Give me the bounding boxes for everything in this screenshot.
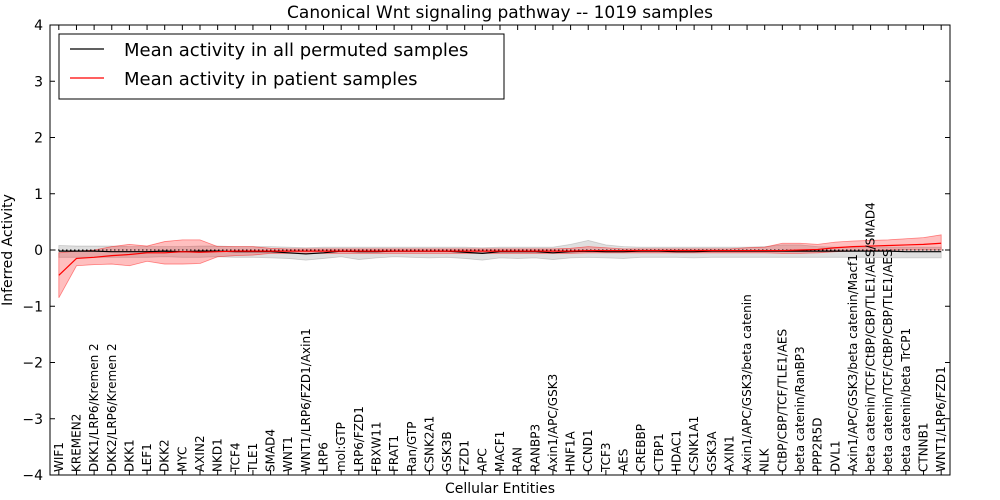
x-category-label: CTNNB1 xyxy=(917,422,931,472)
legend-box xyxy=(58,33,505,100)
y-tick-label: 1 xyxy=(34,187,43,203)
x-category-label: FBXW11 xyxy=(369,422,383,473)
series-lines xyxy=(58,242,942,276)
y-tick-label: 4 xyxy=(34,18,43,34)
x-category-label: AES xyxy=(617,449,631,472)
y-tick-label: −3 xyxy=(22,412,43,428)
x-category-label: SMAD4 xyxy=(264,429,278,472)
x-category-label: AXIN1 xyxy=(722,435,736,472)
y-tick-label: 0 xyxy=(34,243,43,259)
x-category-label: DVL1 xyxy=(828,440,842,472)
y-tick-label: −2 xyxy=(22,356,43,372)
series-line-patient xyxy=(58,242,942,276)
x-category-label: WIF1 xyxy=(52,442,66,472)
x-category-label: Axin1/APC/GSK3/beta catenin/Macf1 xyxy=(846,254,860,472)
x-category-label: DKK2 xyxy=(158,439,172,472)
x-category-label: HDAC1 xyxy=(669,430,683,472)
x-category-label: beta catenin/RanBP3 xyxy=(793,346,807,472)
band-permuted xyxy=(58,240,942,261)
x-category-label: KREMEN2 xyxy=(69,414,83,472)
x-category-label: HNF1A xyxy=(564,430,578,472)
y-axis: −4 −3 −2 −1 0 1 2 3 4 xyxy=(22,18,950,484)
x-category-label: LRP6/FZD1 xyxy=(352,406,366,472)
x-category-label: WNT1 xyxy=(281,436,295,472)
x-category-label: beta catenin/beta TrCP1 xyxy=(899,328,913,472)
band-patient xyxy=(58,234,942,299)
x-category-label: DKK2/LRP6/Kremen 2 xyxy=(105,343,119,472)
x-category-label: DKK1/LRP6/Kremen 2 xyxy=(87,343,101,472)
x-category-label: NKD1 xyxy=(211,438,225,472)
x-category-label: FZD1 xyxy=(458,440,472,472)
x-category-label: CREBBP xyxy=(634,424,648,472)
x-category-label: Axin1/APC/GSK3/beta catenin xyxy=(740,294,754,472)
x-axis: WIF1 KREMEN2 DKK1/LRP6/Kremen 2 DKK2/LRP6/K… xyxy=(52,25,948,475)
x-category-label: GSK3B xyxy=(440,431,454,472)
x-category-label: MYC xyxy=(175,447,189,472)
x-category-label: TCF4 xyxy=(228,442,242,473)
x-category-label: LRP6 xyxy=(317,442,331,472)
x-category-label: PPP2R5D xyxy=(811,417,825,472)
x-category-label: mol:GTP xyxy=(334,422,348,472)
legend: Mean activity in all permuted samples Me… xyxy=(58,33,505,100)
x-category-label: RAN xyxy=(511,447,525,472)
legend-entry-patient: Mean activity in patient samples xyxy=(124,69,418,90)
x-category-label: WNT1/LRP6/FZD1/Axin1 xyxy=(299,328,313,472)
x-axis-label: Cellular Entities xyxy=(445,481,555,497)
y-tick-label: 2 xyxy=(34,131,43,147)
x-category-label: Ran/GTP xyxy=(405,421,419,472)
x-category-label: CtBP/CBP/TCF/TLE1/AES xyxy=(775,329,789,472)
x-category-label: GSK3A xyxy=(705,431,719,472)
x-category-label: LEF1 xyxy=(140,443,154,472)
x-category-label: DKK1 xyxy=(122,439,136,472)
y-tick-label: −1 xyxy=(22,299,43,315)
x-category-label: CTBP1 xyxy=(652,433,666,472)
x-category-label: CSNK2A1 xyxy=(422,416,436,472)
confidence-bands xyxy=(58,234,942,299)
x-category-label: CSNK1A1 xyxy=(687,416,701,472)
x-category-label: beta catenin/TCF/CtBP/CBP/TLE1/AES xyxy=(881,249,895,472)
y-tick-label: −4 xyxy=(22,468,43,484)
legend-entry-permuted: Mean activity in all permuted samples xyxy=(124,40,468,61)
x-category-label: TCF3 xyxy=(599,442,613,473)
y-tick-label: 3 xyxy=(34,74,43,90)
x-category-label: TLE1 xyxy=(246,443,260,473)
chart-title: Canonical Wnt signaling pathway -- 1019 … xyxy=(287,3,713,23)
x-category-label: RANBP3 xyxy=(528,424,542,472)
y-axis-label: Inferred Activity xyxy=(0,194,16,306)
x-category-label: WNT1/LRP6/FZD1 xyxy=(934,366,948,472)
x-category-label: FRAT1 xyxy=(387,435,401,472)
x-category-label: APC xyxy=(475,448,489,472)
x-category-label: MACF1 xyxy=(493,431,507,472)
x-category-label: beta catenin/TCF/CtBP/CBP/TLE1/AES/SMAD4 xyxy=(864,202,878,472)
x-category-label: AXIN2 xyxy=(193,435,207,472)
x-category-label: CCND1 xyxy=(581,429,595,472)
x-category-label: Axin1/APC/GSK3 xyxy=(546,374,560,472)
x-category-label: NLK xyxy=(758,447,772,472)
